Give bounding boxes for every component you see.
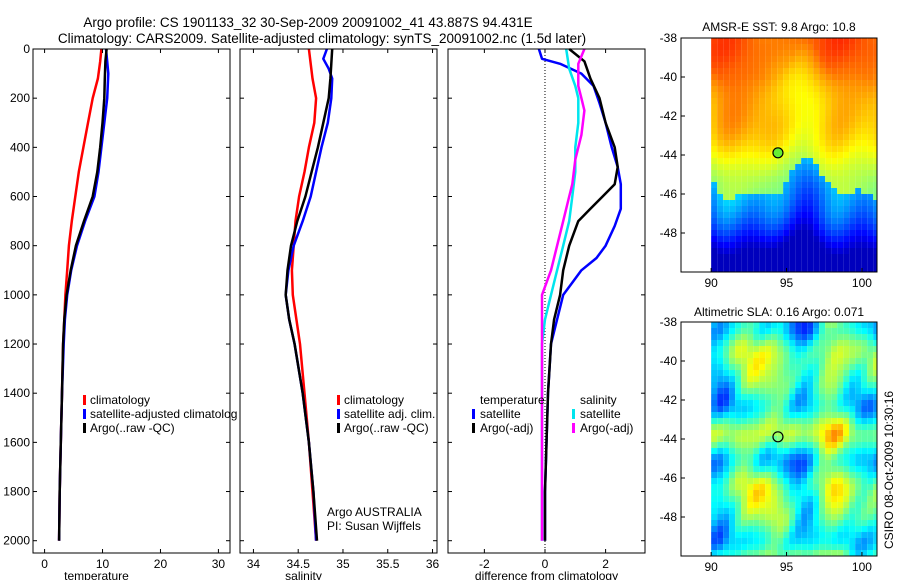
legend-label: climatology [344,393,404,407]
y-tick-label: -48 [660,226,678,240]
series-line-argo-raw-qc- [57,48,108,541]
x-tick-label: 34.5 [287,557,311,571]
map-title: AMSR-E SST: 9.8 Argo: 10.8 [702,20,856,34]
x-tick-label: 0 [41,557,48,571]
x-tick-label: 35.5 [376,557,400,571]
panel-annotation: PI: Susan Wijffels [327,519,421,533]
legend-label: satellite adj. clim. [344,407,435,421]
figure-title-line2: Climatology: CARS2009. Satellite-adjuste… [58,31,586,46]
legend-swatch [337,395,340,405]
sla-map-panel: Altimetric SLA: 0.16 Argo: 0.071 90 95 100 -… [660,305,878,574]
y-tick-label: -44 [660,148,678,162]
x-tick-label: 35 [336,557,350,571]
legend-swatch [472,409,475,419]
map-title: Altimetric SLA: 0.16 Argo: 0.071 [694,305,864,319]
x-tick-label: 2 [602,557,609,571]
legend-swatch [83,409,86,419]
legend-swatch [83,395,86,405]
y-tick-label: 1800 [3,485,30,499]
legend-swatch [83,423,86,433]
x-tick-label: 36 [426,557,440,571]
legend-swatch [572,409,575,419]
x-tick-label: 100 [852,560,872,574]
float-position-marker [772,147,784,159]
legend-label: Argo(-adj) [580,421,633,435]
x-tick-label: 20 [154,557,168,571]
legend-column-title: salinity [580,393,617,407]
legend-label: satellite-adjusted climatolog [90,407,237,421]
x-axis-label: temperature [64,569,129,580]
x-tick-label: 90 [704,276,718,290]
y-tick-label: -38 [660,31,678,45]
x-tick-label: 10 [96,557,110,571]
y-tick-label: 200 [10,91,30,105]
series-line-climatology [290,48,318,541]
x-tick-label: 34 [247,557,261,571]
salinity-profile-panel: 34 34.5 35 35.5 36 salinity climatologysatelli… [239,48,440,580]
legend-label: Argo(..raw -QC) [344,421,429,435]
axes-frame [239,48,438,554]
y-tick-label: -48 [660,510,678,524]
legend-swatch [572,423,575,433]
float-position-marker [772,431,784,443]
legend-label: climatology [90,393,150,407]
legend-label: Argo(-adj) [480,421,533,435]
legend-label: satellite [480,407,521,421]
heatmap-cells [711,38,877,272]
y-tick-label: -38 [660,315,678,329]
y-tick-label: 1600 [3,435,30,449]
series-line-argo-raw-qc- [284,48,334,541]
y-tick-label: 0 [23,42,30,56]
x-tick-label: 90 [704,560,718,574]
figure-title-line1: Argo profile: CS 1901133_32 30-Sep-2009 … [83,15,532,30]
x-tick-label: 100 [852,276,872,290]
y-tick-label: 1400 [3,386,30,400]
x-tick-label: 95 [780,276,794,290]
y-tick-label: 1000 [3,288,30,302]
y-tick-label: 1200 [3,337,30,351]
y-tick-label: -42 [660,393,678,407]
axes-frame [32,48,231,554]
temperature-profile-panel: 0 10 20 30 temperature 0 200 400 600 800 1000 1200 1… [3,42,237,580]
y-tick-label: 800 [10,239,30,253]
x-axis-label: salinity [285,569,322,580]
x-tick-label: 30 [212,557,226,571]
y-tick-label: -46 [660,187,678,201]
y-tick-label: -46 [660,471,678,485]
legend-label: Argo(..raw -QC) [90,421,175,435]
axes-frame [447,48,646,554]
legend-swatch [472,423,475,433]
legend-swatch [337,423,340,433]
y-tick-label: 2000 [3,534,30,548]
x-tick-label: -2 [479,557,490,571]
x-tick-label: 95 [780,560,794,574]
y-tick-label: -44 [660,432,678,446]
series-line-salinity-argo-adj- [540,48,586,541]
x-tick-label: 0 [542,557,549,571]
y-tick-label: 600 [10,190,30,204]
y-tick-label: -40 [660,70,678,84]
heatmap-cells [711,322,877,556]
legend-swatch [337,409,340,419]
timestamp-note: CSIRO 08-Oct-2009 10:30:16 [882,391,896,549]
y-tick-label: -40 [660,354,678,368]
sst-map-panel: AMSR-E SST: 9.8 Argo: 10.8 90 95 100 -38 -40 -… [660,20,878,290]
panel-annotation: Argo AUSTRALIA [327,505,422,519]
y-tick-label: 400 [10,140,30,154]
series-line-temperature-argo-adj- [543,48,619,541]
x-axis-label: difference from climatology [475,569,618,580]
y-tick-label: -42 [660,109,678,123]
legend-label: satellite [580,407,621,421]
legend-column-title: temperature [480,393,545,407]
